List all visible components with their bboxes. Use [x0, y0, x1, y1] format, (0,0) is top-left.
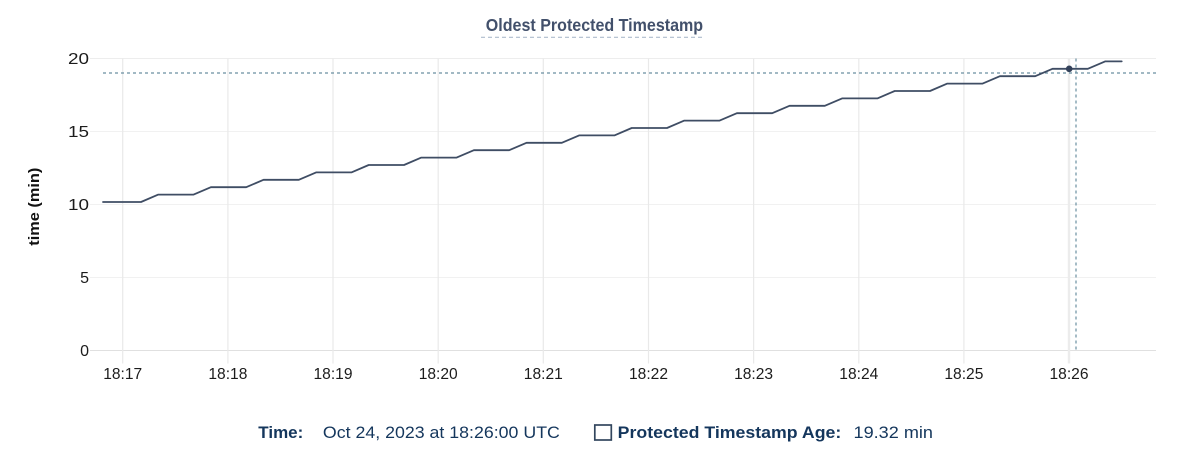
svg-text:15: 15 [68, 124, 89, 141]
svg-text:18:24: 18:24 [839, 366, 878, 383]
svg-text:18:17: 18:17 [103, 366, 142, 383]
svg-text:19.32 min: 19.32 min [854, 423, 934, 442]
svg-text:18:25: 18:25 [944, 366, 983, 383]
svg-text:0: 0 [80, 343, 89, 360]
svg-text:Oct 24, 2023 at 18:26:00 UTC: Oct 24, 2023 at 18:26:00 UTC [323, 423, 560, 442]
svg-text:18:22: 18:22 [629, 366, 668, 383]
svg-text:18:19: 18:19 [314, 366, 353, 383]
svg-text:18:26: 18:26 [1050, 366, 1089, 383]
svg-text:Time:: Time: [258, 423, 303, 442]
svg-text:18:18: 18:18 [208, 366, 247, 383]
svg-text:18:21: 18:21 [524, 366, 563, 383]
svg-text:20: 20 [68, 51, 89, 68]
svg-text:Protected Timestamp Age:: Protected Timestamp Age: [618, 423, 842, 442]
svg-text:5: 5 [80, 270, 89, 287]
svg-text:Oldest Protected Timestamp: Oldest Protected Timestamp [486, 15, 703, 35]
svg-text:18:20: 18:20 [419, 366, 458, 383]
svg-text:10: 10 [68, 197, 89, 214]
svg-text:18:23: 18:23 [734, 366, 773, 383]
svg-text:time (min): time (min) [26, 168, 43, 246]
